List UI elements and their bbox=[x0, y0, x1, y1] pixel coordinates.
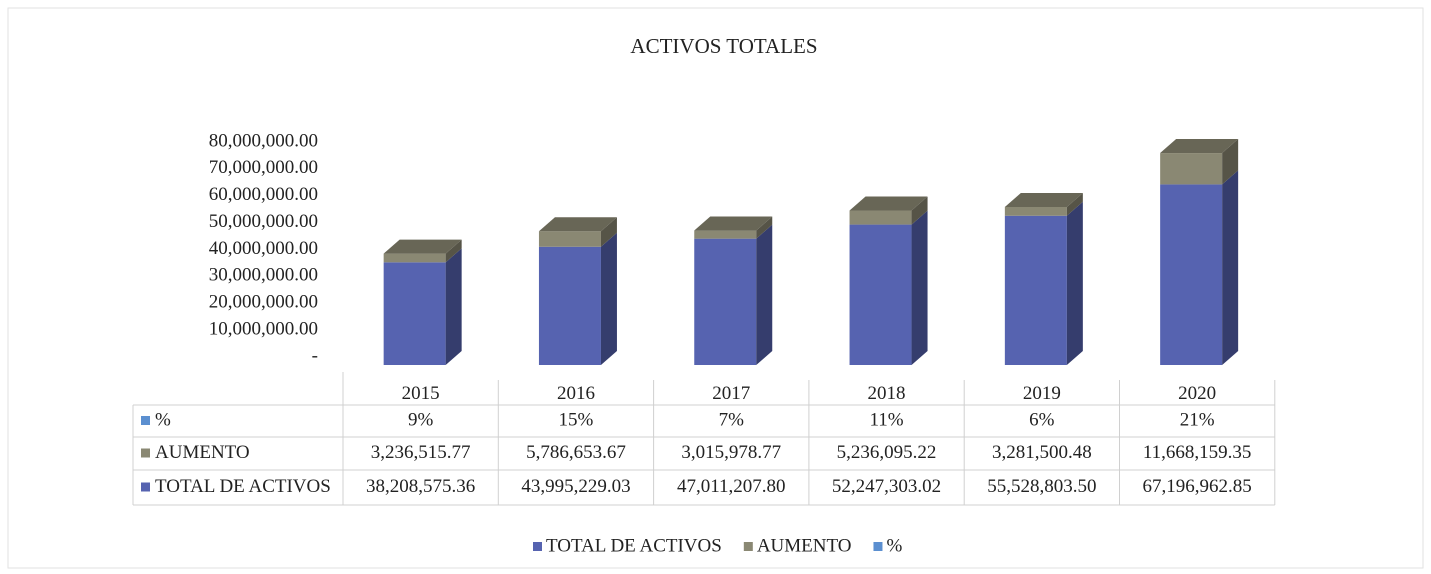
bar-side bbox=[911, 196, 928, 225]
data-label: 47,011,207.80 bbox=[677, 476, 786, 497]
y-tick-label: 80,000,000.00 bbox=[209, 130, 318, 151]
bar-side bbox=[445, 248, 462, 365]
bar-segment bbox=[849, 196, 928, 211]
bar-front bbox=[1160, 153, 1223, 185]
row-label: % bbox=[155, 409, 171, 430]
bar-segment bbox=[1004, 192, 1083, 207]
row-label: TOTAL DE ACTIVOS bbox=[155, 476, 331, 497]
x-tick-label: 2015 bbox=[402, 383, 440, 404]
bar-front bbox=[1004, 215, 1067, 365]
x-tick-label: 2019 bbox=[1023, 383, 1061, 404]
bar-segment bbox=[383, 239, 462, 263]
y-tick-label: 70,000,000.00 bbox=[209, 157, 318, 178]
data-label: 7% bbox=[719, 409, 745, 430]
bar-segment bbox=[849, 210, 928, 365]
legend-label: TOTAL DE ACTIVOS bbox=[546, 535, 722, 556]
bar-top bbox=[694, 216, 773, 231]
data-label: 52,247,303.02 bbox=[832, 476, 941, 497]
data-label: 3,281,500.48 bbox=[992, 442, 1092, 463]
bar-side bbox=[1066, 192, 1083, 216]
y-tick-label: - bbox=[312, 345, 318, 366]
bar-segment bbox=[383, 239, 462, 254]
bar-segment bbox=[1160, 139, 1239, 154]
bar-segment bbox=[1160, 139, 1239, 185]
row-label: AUMENTO bbox=[155, 442, 250, 463]
bar-front bbox=[1160, 184, 1223, 365]
bar-side bbox=[600, 217, 617, 247]
bar-side bbox=[756, 216, 773, 239]
y-tick-label: 60,000,000.00 bbox=[209, 184, 318, 205]
data-label: 6% bbox=[1029, 409, 1055, 430]
y-tick-label: 10,000,000.00 bbox=[209, 318, 318, 339]
y-tick-label: 40,000,000.00 bbox=[209, 238, 318, 259]
bar-front bbox=[538, 246, 601, 365]
bar-front bbox=[383, 262, 446, 365]
data-label: 67,196,962.85 bbox=[1143, 476, 1252, 497]
data-label: 21% bbox=[1180, 409, 1215, 430]
data-label: 5,786,653.67 bbox=[526, 442, 626, 463]
bar-segment bbox=[1004, 201, 1083, 365]
legend-label: AUMENTO bbox=[757, 535, 852, 556]
data-label: 15% bbox=[559, 409, 594, 430]
legend-key bbox=[141, 482, 150, 492]
y-tick-label: 30,000,000.00 bbox=[209, 265, 318, 286]
y-tick-label: 20,000,000.00 bbox=[209, 292, 318, 313]
bar-side bbox=[600, 232, 617, 365]
bar-segment bbox=[538, 217, 617, 232]
bar-segment bbox=[694, 216, 773, 231]
data-label: 43,995,229.03 bbox=[521, 476, 630, 497]
data-label: 3,236,515.77 bbox=[371, 442, 471, 463]
bar-segment bbox=[538, 217, 617, 247]
bar-segment bbox=[849, 196, 928, 225]
bar-side bbox=[1222, 170, 1239, 365]
legend-label: % bbox=[886, 535, 902, 556]
bar-top bbox=[849, 196, 928, 211]
bar-side bbox=[911, 210, 928, 365]
bar-side bbox=[1222, 139, 1239, 185]
bar-segment bbox=[538, 232, 617, 365]
y-tick-label: 50,000,000.00 bbox=[209, 211, 318, 232]
legend-key bbox=[533, 542, 542, 551]
bar-segment bbox=[1160, 170, 1239, 365]
bar-side bbox=[445, 239, 462, 263]
bar-segment bbox=[694, 216, 773, 239]
bar-top bbox=[1004, 192, 1083, 207]
bar-side bbox=[756, 224, 773, 365]
bar-top bbox=[1160, 139, 1239, 154]
bar-front bbox=[383, 253, 446, 263]
data-label: 3,015,978.77 bbox=[681, 442, 781, 463]
data-label: 11% bbox=[869, 409, 903, 430]
bar-top bbox=[383, 239, 462, 254]
chart-title: ACTIVOS TOTALES bbox=[630, 34, 817, 58]
data-label: 9% bbox=[408, 409, 434, 430]
bar-front bbox=[694, 230, 757, 239]
legend-key bbox=[141, 416, 150, 425]
bar-front bbox=[694, 238, 757, 365]
data-label: 55,528,803.50 bbox=[987, 476, 1096, 497]
x-tick-label: 2017 bbox=[712, 383, 750, 404]
x-tick-label: 2020 bbox=[1178, 383, 1216, 404]
legend-key bbox=[873, 542, 883, 551]
data-label: 5,236,095.22 bbox=[837, 442, 937, 463]
x-tick-label: 2018 bbox=[868, 383, 906, 404]
data-label: 38,208,575.36 bbox=[366, 476, 475, 497]
data-label: 11,668,159.35 bbox=[1143, 442, 1252, 463]
bar-front bbox=[538, 231, 601, 247]
bar-segment bbox=[383, 248, 462, 365]
bar-front bbox=[849, 210, 912, 225]
bar-top bbox=[538, 217, 617, 232]
legend-key bbox=[743, 542, 753, 551]
bar-segment bbox=[694, 224, 773, 365]
bar-front bbox=[849, 224, 912, 365]
bar-side bbox=[1066, 201, 1083, 365]
legend-key bbox=[141, 448, 150, 458]
bar-segment bbox=[1004, 192, 1083, 216]
x-tick-label: 2016 bbox=[557, 383, 595, 404]
bar-front bbox=[1004, 206, 1067, 216]
